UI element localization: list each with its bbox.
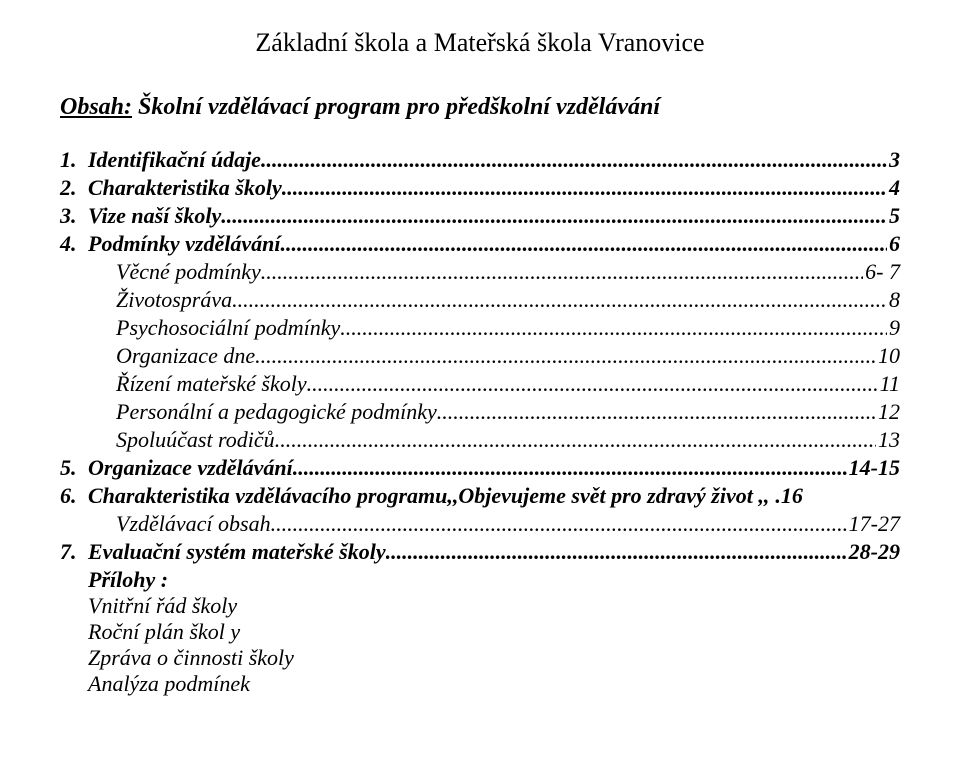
toc-row: 3.Vize naší školy.......................… — [60, 203, 900, 229]
toc-page: 4 — [887, 175, 900, 201]
toc-label: Řízení mateřské školy — [88, 371, 307, 397]
toc-row: 0.Věcné podmínky........................… — [60, 259, 900, 285]
toc-label: Personální a pedagogické podmínky — [88, 399, 437, 425]
toc-row: 0.Spoluúčast rodičů.....................… — [60, 427, 900, 453]
toc-heading-rest: Školní vzdělávací program pro předškolní… — [132, 94, 660, 120]
toc-label: Spoluúčast rodičů — [88, 427, 275, 453]
appendix-item: Vnitřní řád školy — [60, 593, 900, 619]
toc-label: Organizace dne — [88, 343, 255, 369]
toc-page: 8 — [887, 287, 900, 313]
toc-leaders: ........................................… — [293, 455, 847, 481]
appendix-block: Přílohy : Vnitřní řád školyRoční plán šk… — [60, 567, 900, 697]
toc-leaders: ........................................… — [307, 371, 878, 397]
toc-page: .16 — [773, 483, 803, 509]
toc-number: 7. — [60, 539, 88, 565]
appendix-header: Přílohy : — [60, 567, 900, 593]
toc-page: 6 — [887, 231, 900, 257]
toc-label: Charakteristika školy — [88, 175, 282, 201]
toc-page: 10 — [876, 343, 900, 369]
toc-leaders: ........................................… — [282, 175, 887, 201]
toc-row: 1.Identifikační údaje...................… — [60, 147, 900, 173]
toc-number: 2. — [60, 175, 88, 201]
toc-page: 17-27 — [847, 511, 900, 537]
toc-heading: Obsah: Školní vzdělávací program pro pře… — [60, 94, 900, 121]
toc-label: Podmínky vzdělávání — [88, 231, 280, 257]
toc-heading-label: Obsah: — [60, 94, 132, 120]
toc-leaders: ........................................… — [280, 231, 887, 257]
appendix-item: Roční plán škol y — [60, 619, 900, 645]
toc-row: 4.Podmínky vzdělávání...................… — [60, 231, 900, 257]
toc-leaders: ........................................… — [340, 315, 887, 341]
toc-page: 5 — [887, 203, 900, 229]
toc-number: 5. — [60, 455, 88, 481]
toc-page: 9 — [887, 315, 900, 341]
toc-row: 5.Organizace vzdělávání.................… — [60, 455, 900, 481]
toc-leaders: ........................................… — [221, 203, 887, 229]
toc-row: 2.Charakteristika školy.................… — [60, 175, 900, 201]
toc-page: 28-29 — [847, 539, 900, 565]
document-page: Základní škola a Mateřská škola Vranovic… — [0, 0, 960, 737]
toc-leaders: ........................................… — [386, 539, 847, 565]
toc-leaders: ........................................… — [255, 343, 876, 369]
toc-label: Organizace vzdělávání — [88, 455, 293, 481]
toc-row: 0.Psychosociální podmínky...............… — [60, 315, 900, 341]
toc-label: Vzdělávací obsah — [88, 511, 271, 537]
toc-label: Vize naší školy — [88, 203, 221, 229]
toc-page: 3 — [887, 147, 900, 173]
toc-label: Životospráva — [88, 287, 232, 313]
toc-row: 0.Personální a pedagogické podmínky.....… — [60, 399, 900, 425]
toc-row: 0.Řízení mateřské školy.................… — [60, 371, 900, 397]
toc-leaders: ........................................… — [271, 511, 847, 537]
toc-leaders: ........................................… — [261, 147, 887, 173]
toc-page: 12 — [876, 399, 900, 425]
toc-leaders: ........................................… — [437, 399, 876, 425]
toc-label: Evaluační systém mateřské školy — [88, 539, 386, 565]
appendix-item: Analýza podmínek — [60, 671, 900, 697]
toc-label: Identifikační údaje — [88, 147, 261, 173]
toc-page: 13 — [876, 427, 900, 453]
toc-page: 11 — [878, 371, 900, 397]
toc-row: 7.Evaluační systém mateřské školy.......… — [60, 539, 900, 565]
toc-row: 0.Životospráva..........................… — [60, 287, 900, 313]
toc-label: Charakteristika vzdělávacího programu,,O… — [88, 483, 769, 509]
toc-number: 6. — [60, 483, 88, 509]
toc-leaders: ........................................… — [261, 259, 863, 285]
toc-label: Psychosociální podmínky — [88, 315, 340, 341]
appendix-item: Zpráva o činnosti školy — [60, 645, 900, 671]
toc-number: 1. — [60, 147, 88, 173]
toc-row: 6.Charakteristika vzdělávacího programu,… — [60, 483, 900, 509]
toc-number: 3. — [60, 203, 88, 229]
toc-row: 0.Organizace dne........................… — [60, 343, 900, 369]
table-of-contents: 1.Identifikační údaje...................… — [60, 147, 900, 565]
toc-row: 0.Vzdělávací obsah......................… — [60, 511, 900, 537]
page-title: Základní škola a Mateřská škola Vranovic… — [60, 28, 900, 58]
toc-number: 4. — [60, 231, 88, 257]
toc-page: 14-15 — [847, 455, 900, 481]
toc-leaders: ........................................… — [275, 427, 876, 453]
toc-leaders: ........................................… — [232, 287, 887, 313]
toc-page: 6- 7 — [863, 259, 900, 285]
toc-label: Věcné podmínky — [88, 259, 261, 285]
